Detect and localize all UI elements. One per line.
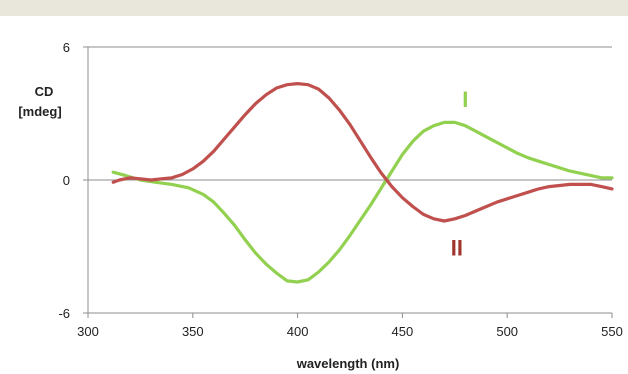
y-tick-label: -6 <box>58 306 70 321</box>
series-2-line <box>111 82 614 223</box>
y-tick-label: 6 <box>63 40 70 55</box>
x-tick-label: 500 <box>496 324 518 339</box>
x-tick-label: 400 <box>287 324 309 339</box>
axes: -6 0 6 300 350 400 450 500 550 <box>58 40 622 339</box>
top-band <box>0 0 628 16</box>
series-label-2: II <box>451 235 463 260</box>
x-tick-label: 450 <box>392 324 414 339</box>
series-group: III <box>111 82 614 284</box>
x-tick-label: 550 <box>601 324 623 339</box>
y-axis-title-line1: CD <box>35 84 54 99</box>
y-tick-label: 0 <box>63 173 70 188</box>
series-1-line <box>111 120 614 284</box>
x-tick-label: 350 <box>182 324 204 339</box>
x-axis-title: wavelength (nm) <box>296 356 400 371</box>
x-tick-label: 300 <box>77 324 99 339</box>
series-label-1: I <box>462 87 468 112</box>
y-axis-title-line2: [mdeg] <box>18 104 61 119</box>
chart-labels: CD [mdeg] wavelength (nm) <box>18 84 399 371</box>
